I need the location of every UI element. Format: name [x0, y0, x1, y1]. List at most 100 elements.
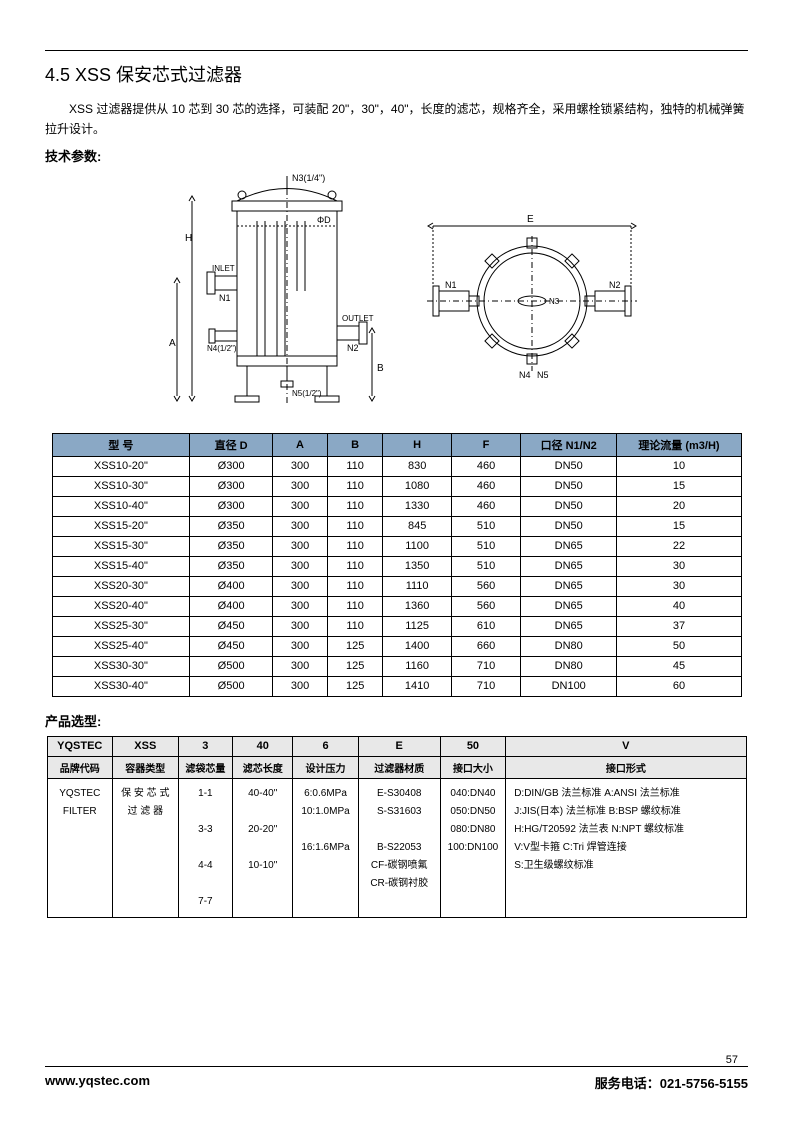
spec-header: A [272, 433, 327, 456]
table-row: XSS10-20"Ø300300110830460DN5010 [52, 456, 741, 476]
table-row: XSS25-40"Ø4503001251400660DN8050 [52, 636, 741, 656]
sel-header1: 6 [293, 736, 359, 756]
table-cell: XSS30-30" [52, 656, 190, 676]
table-row: XSS15-30"Ø3503001101100510DN6522 [52, 536, 741, 556]
table-row: XSS15-20"Ø350300110845510DN5015 [52, 516, 741, 536]
spec-header: 型 号 [52, 433, 190, 456]
table-cell: 30 [617, 556, 741, 576]
sel-header2: 设计压力 [293, 756, 359, 778]
table-cell: DN50 [520, 516, 616, 536]
table-cell: 710 [452, 676, 521, 696]
table-cell: 110 [328, 476, 383, 496]
table-cell: 300 [272, 616, 327, 636]
sel-header2: 过滤器材质 [358, 756, 440, 778]
table-cell: XSS30-40" [52, 676, 190, 696]
label-n2: N2 [347, 343, 359, 353]
table-cell: 125 [328, 636, 383, 656]
table-cell: 300 [272, 536, 327, 556]
sel-header1: YQSTEC [47, 736, 113, 756]
page-number: 57 [726, 1054, 738, 1066]
table-cell: 1160 [383, 656, 452, 676]
sel-cell: 保 安 芯 式 过 滤 器 [113, 778, 179, 917]
sel-header2: 品牌代码 [47, 756, 113, 778]
table-row: XSS20-40"Ø4003001101360560DN6540 [52, 596, 741, 616]
table-cell: Ø400 [190, 576, 273, 596]
product-selection-heading: 产品选型: [45, 711, 748, 730]
table-cell: 1400 [383, 636, 452, 656]
plan-diagram: E N1 N2 N3 N4 N5 [427, 206, 637, 386]
table-cell: 460 [452, 496, 521, 516]
table-cell: 15 [617, 516, 741, 536]
sel-header2: 滤袋芯量 [178, 756, 233, 778]
table-row: XSS15-40"Ø3503001101350510DN6530 [52, 556, 741, 576]
table-cell: DN80 [520, 636, 616, 656]
table-cell: DN80 [520, 656, 616, 676]
label-H: H [185, 233, 192, 244]
tech-params-heading: 技术参数: [45, 146, 748, 165]
sel-header2: 接口大小 [440, 756, 506, 778]
elevation-diagram: N3(1/4") ΦD INLET N1 N4(1/2") OUTLET N2 … [157, 171, 387, 421]
spec-header: H [383, 433, 452, 456]
table-cell: 300 [272, 476, 327, 496]
table-cell: DN50 [520, 476, 616, 496]
footer-website: www.yqstec.com [45, 1073, 150, 1092]
table-cell: Ø300 [190, 456, 273, 476]
spec-table: 型 号直径 DABHF口径 N1/N2理论流量 (m3/H) XSS10-20"… [52, 433, 742, 697]
sel-header1: 50 [440, 736, 506, 756]
table-cell: 1100 [383, 536, 452, 556]
sel-header1: XSS [113, 736, 179, 756]
table-cell: XSS20-40" [52, 596, 190, 616]
table-cell: XSS25-40" [52, 636, 190, 656]
table-cell: 300 [272, 676, 327, 696]
table-cell: DN65 [520, 536, 616, 556]
sel-header1: 40 [233, 736, 293, 756]
table-cell: Ø500 [190, 676, 273, 696]
sel-header1: E [358, 736, 440, 756]
sel-cell: YQSTEC FILTER [47, 778, 113, 917]
spec-header: 口径 N1/N2 [520, 433, 616, 456]
table-cell: 125 [328, 676, 383, 696]
label-n3: N3(1/4") [292, 173, 325, 183]
table-cell: DN50 [520, 456, 616, 476]
sel-header2: 容器类型 [113, 756, 179, 778]
table-cell: 40 [617, 596, 741, 616]
table-cell: Ø350 [190, 536, 273, 556]
table-cell: Ø350 [190, 556, 273, 576]
table-cell: XSS15-40" [52, 556, 190, 576]
table-cell: DN65 [520, 576, 616, 596]
table-cell: XSS20-30" [52, 576, 190, 596]
sel-header1: V [506, 736, 746, 756]
table-cell: 710 [452, 656, 521, 676]
table-cell: Ø500 [190, 656, 273, 676]
table-row: XSS30-40"Ø5003001251410710DN10060 [52, 676, 741, 696]
spec-header: 直径 D [190, 433, 273, 456]
table-cell: 1330 [383, 496, 452, 516]
table-cell: 60 [617, 676, 741, 696]
label-outlet: OUTLET [342, 314, 374, 323]
table-cell: Ø400 [190, 596, 273, 616]
table-cell: Ø300 [190, 496, 273, 516]
label-A: A [169, 338, 176, 349]
table-row: XSS10-30"Ø3003001101080460DN5015 [52, 476, 741, 496]
table-cell: DN100 [520, 676, 616, 696]
table-cell: 300 [272, 596, 327, 616]
table-cell: Ø350 [190, 516, 273, 536]
table-row: XSS30-30"Ø5003001251160710DN8045 [52, 656, 741, 676]
table-row: XSS25-30"Ø4503001101125610DN6537 [52, 616, 741, 636]
sel-header1: 3 [178, 736, 233, 756]
table-cell: 300 [272, 636, 327, 656]
table-cell: 610 [452, 616, 521, 636]
table-cell: 110 [328, 616, 383, 636]
table-cell: DN50 [520, 496, 616, 516]
table-cell: 300 [272, 556, 327, 576]
sel-header2: 接口形式 [506, 756, 746, 778]
table-cell: 660 [452, 636, 521, 656]
table-cell: 10 [617, 456, 741, 476]
table-cell: 30 [617, 576, 741, 596]
diagram-row: N3(1/4") ΦD INLET N1 N4(1/2") OUTLET N2 … [45, 171, 748, 421]
table-row: XSS10-40"Ø3003001101330460DN5020 [52, 496, 741, 516]
table-cell: 110 [328, 556, 383, 576]
table-cell: 460 [452, 456, 521, 476]
table-cell: 110 [328, 516, 383, 536]
table-cell: 300 [272, 516, 327, 536]
